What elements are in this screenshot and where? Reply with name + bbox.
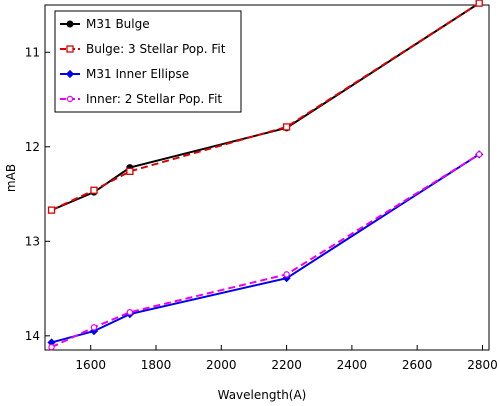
series <box>47 0 483 214</box>
x-tick-label: 1800 <box>141 358 172 372</box>
y-tick-label: 13 <box>25 234 40 248</box>
legend-label: M31 Inner Ellipse <box>86 67 189 81</box>
legend-item: M31 Inner Ellipse <box>60 67 189 81</box>
series-layer <box>47 0 484 351</box>
series-line <box>51 153 480 344</box>
x-tick-label: 2000 <box>206 358 237 372</box>
data-point <box>283 271 290 278</box>
data-point <box>126 308 134 316</box>
data-point <box>90 324 98 331</box>
legend-item: Inner: 2 Stellar Pop. Fit <box>60 92 222 106</box>
data-point <box>282 123 291 131</box>
x-tick-label: 2200 <box>271 358 302 372</box>
data-point <box>66 20 74 28</box>
data-point <box>66 45 74 53</box>
x-tick-label: 1600 <box>75 358 106 372</box>
legend-label: M31 Bulge <box>86 17 150 31</box>
x-tick-label: 2600 <box>402 358 433 372</box>
data-point <box>65 69 75 79</box>
x-tick-label: 2800 <box>467 358 498 372</box>
y-tick-label: 11 <box>25 45 40 59</box>
y-axis-ticks: 11 12 13 14 <box>25 45 50 343</box>
plot-frame <box>44 4 490 351</box>
x-tick-label: 2400 <box>337 358 368 372</box>
data-point <box>475 0 483 7</box>
x-axis-title: Wavelength(A) <box>218 388 307 402</box>
y-tick-label: 14 <box>25 329 40 343</box>
data-point <box>476 151 483 158</box>
series-line <box>51 153 480 349</box>
legend-item: M31 Bulge <box>60 17 150 31</box>
legend-label: Inner: 2 Stellar Pop. Fit <box>86 92 222 106</box>
legend-item: Bulge: 3 Stellar Pop. Fit <box>60 42 226 56</box>
legend-label: Bulge: 3 Stellar Pop. Fit <box>86 42 226 56</box>
data-point <box>66 95 74 103</box>
data-point <box>47 206 56 214</box>
y-axis-title: mAB <box>4 164 18 192</box>
data-point <box>90 186 98 194</box>
data-point <box>126 167 134 176</box>
data-point <box>48 343 55 351</box>
legend: M31 Bulge Bulge: 3 Stellar Pop. Fit M31 In… <box>54 10 242 113</box>
series <box>48 151 483 351</box>
y-tick-label: 12 <box>25 140 40 154</box>
legend-box <box>54 10 242 113</box>
data-point <box>89 326 99 336</box>
x-axis-ticks: 1600 1800 2000 2200 2400 2600 2800 <box>75 345 498 372</box>
